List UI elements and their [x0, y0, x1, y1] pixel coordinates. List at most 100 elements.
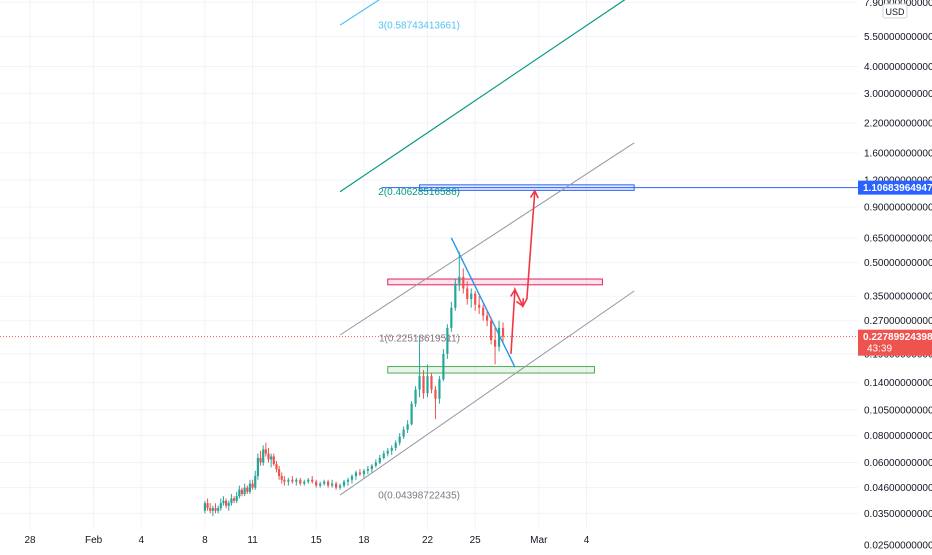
currency-badge[interactable]: USD: [882, 3, 908, 19]
candle-body: [414, 389, 417, 404]
candle-body: [398, 436, 401, 443]
y-tick-label: 0.10500000000: [864, 405, 932, 416]
candle-body: [366, 469, 369, 471]
candle: [493, 327, 497, 365]
candle-body: [466, 288, 469, 299]
candle: [486, 310, 489, 327]
target-price-badge: 1.10683964947: [858, 180, 932, 195]
candle-body: [497, 327, 501, 347]
candle: [374, 459, 377, 468]
x-tick-label: Mar: [530, 535, 548, 546]
candle-body: [493, 340, 497, 347]
x-tick-label: 25: [470, 535, 482, 546]
candle: [251, 479, 254, 490]
candle: [272, 453, 275, 466]
time-axis[interactable]: 28 Feb 4 8 11 15 18 22 25 Mar 4: [24, 535, 589, 546]
price-axis-background[interactable]: [858, 0, 932, 550]
candle: [398, 433, 401, 446]
candle-body: [272, 456, 275, 465]
candle: [219, 498, 222, 511]
candle-body: [275, 464, 278, 470]
candle: [497, 320, 501, 352]
candle: [386, 448, 389, 457]
candle: [342, 479, 346, 488]
candle: [203, 500, 206, 514]
candle-body: [462, 276, 465, 289]
time-axis-background[interactable]: [0, 530, 932, 550]
candle: [259, 450, 262, 466]
candle-body: [319, 483, 322, 486]
candle-body: [264, 449, 267, 454]
candle-body: [394, 442, 397, 449]
candle: [287, 477, 290, 486]
candle-body: [482, 307, 485, 316]
y-tick-label: 0.04600000000: [864, 483, 932, 494]
candle: [338, 483, 342, 490]
candle-body: [334, 483, 338, 488]
y-tick-label: 2.20000000000: [864, 118, 932, 129]
candle: [478, 296, 481, 314]
channel-line: [339, 290, 635, 496]
candle-body: [243, 487, 246, 494]
candle: [283, 476, 286, 486]
candle: [248, 479, 252, 494]
x-tick-label: 18: [358, 535, 370, 546]
candle: [262, 445, 265, 466]
candle-body: [426, 376, 429, 394]
candle: [442, 348, 445, 382]
candle-body: [278, 469, 281, 477]
candle-body: [342, 481, 346, 486]
y-tick-label: 0.08000000000: [864, 431, 932, 442]
candle: [240, 487, 244, 497]
candle: [358, 469, 362, 477]
price-zones: [381, 184, 858, 374]
candle-body: [338, 485, 342, 488]
candle-body: [434, 389, 437, 399]
candle-body: [311, 479, 314, 482]
candle: [482, 304, 485, 321]
candle: [466, 281, 469, 305]
candle-body: [287, 479, 290, 482]
y-tick-label: 0.35000000000: [864, 292, 932, 303]
fib-extension-line: [339, 0, 380, 26]
candle-body: [406, 424, 409, 430]
candle: [267, 448, 270, 463]
candle: [235, 491, 238, 504]
candle-body: [418, 376, 421, 390]
candle: [295, 477, 298, 486]
candle: [346, 477, 350, 486]
candle: [238, 485, 241, 499]
candle: [462, 268, 465, 294]
fib-level-label: 1(0.22513619511): [379, 333, 460, 344]
candle-body: [386, 450, 389, 454]
y-tick-label: 4.00000000000: [864, 62, 932, 73]
candle: [378, 455, 381, 465]
candle: [307, 477, 310, 484]
candle: [394, 440, 397, 451]
candle-body: [470, 293, 473, 299]
y-tick-label: 5.50000000000: [864, 32, 932, 43]
candle-body: [378, 457, 381, 463]
candle: [230, 493, 233, 506]
candle-body: [209, 508, 212, 511]
projection-arrows: [510, 189, 539, 354]
candlestick-series: [203, 251, 505, 517]
candle: [246, 485, 249, 494]
candle: [217, 505, 220, 514]
candle-body: [303, 481, 306, 484]
candle: [418, 335, 421, 398]
candle-body: [350, 476, 354, 480]
fib-extension-line: [339, 0, 626, 193]
y-tick-label: 0.06000000000: [864, 458, 932, 469]
candle: [446, 324, 449, 359]
fib-level-label: 0(0.04398722435): [378, 491, 460, 502]
x-tick-label: Feb: [85, 535, 103, 546]
candle: [315, 479, 318, 488]
candle: [406, 420, 409, 434]
candle: [382, 450, 385, 460]
candle-body: [246, 487, 249, 492]
candle-body: [240, 489, 244, 494]
candle: [474, 290, 477, 311]
candle: [256, 453, 259, 480]
